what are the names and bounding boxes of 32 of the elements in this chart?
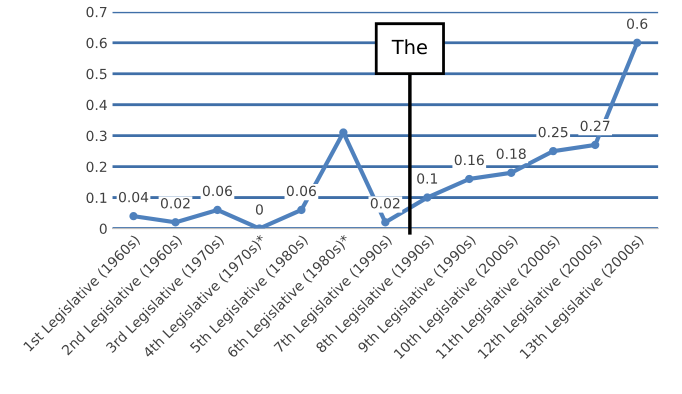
y-tick-label: 0.1	[86, 192, 106, 204]
data-label: 0.06	[286, 186, 316, 196]
data-label: 0	[256, 204, 263, 215]
point	[591, 140, 600, 150]
point	[171, 218, 180, 226]
y-tick-label: 0	[100, 223, 107, 234]
point	[632, 38, 642, 47]
point	[465, 174, 474, 184]
point	[381, 218, 390, 226]
data-label: 0.02	[370, 198, 400, 209]
y-tick-label: 0.6	[86, 38, 107, 48]
point	[129, 212, 138, 220]
y-tick-label: 0.3	[86, 130, 107, 142]
y-tick-label: 0.4	[86, 100, 107, 110]
annotation: The	[392, 39, 427, 54]
data-label: 0.02	[160, 198, 190, 209]
data-label: 0.16	[454, 154, 484, 166]
point	[297, 206, 306, 214]
data-label: 0.6	[627, 18, 648, 29]
data-label: 0.18	[496, 148, 526, 159]
point	[213, 206, 222, 214]
data-label: 0.04	[118, 192, 148, 202]
point	[423, 193, 432, 202]
data-label: 0.27	[580, 120, 610, 132]
data-label: 0.25	[538, 126, 568, 138]
data-label: 0.06	[202, 186, 232, 196]
data-label: 0.1	[417, 173, 438, 184]
point	[507, 168, 516, 177]
point	[549, 146, 558, 156]
y-tick-label: 0.7	[86, 6, 106, 18]
y-tick-label: 0.2	[86, 162, 106, 172]
y-tick-label: 0.5	[86, 68, 106, 80]
